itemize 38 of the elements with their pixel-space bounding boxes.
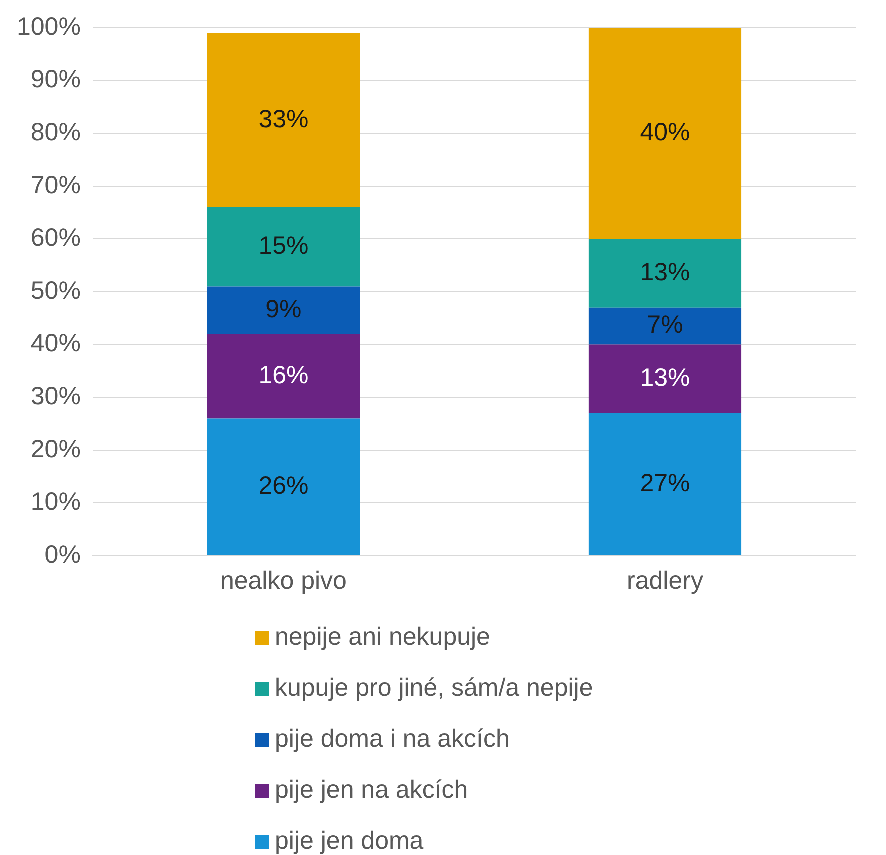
x-tick-label: nealko pivo [220, 566, 347, 595]
bar [588, 239, 742, 308]
bar [207, 286, 360, 334]
y-tick-label: 70% [30, 171, 81, 200]
y-tick-label: 40% [30, 330, 81, 358]
y-tick-label: 60% [30, 224, 81, 252]
bar [207, 208, 360, 287]
y-tick-label: 10% [30, 488, 81, 516]
bar [588, 413, 742, 556]
y-tick-label: 20% [30, 435, 81, 464]
data-label: 16% [258, 361, 309, 390]
bar [588, 28, 742, 240]
bar [588, 344, 742, 414]
legend-label: pije jen doma [275, 827, 424, 855]
data-label: 33% [258, 105, 309, 134]
data-label: 15% [258, 232, 309, 260]
y-tick-label: 80% [30, 118, 81, 146]
data-label: 13% [640, 258, 690, 286]
y-tick-label: 50% [30, 276, 81, 305]
y-tick-label: 100% [16, 12, 81, 41]
bar [207, 33, 360, 208]
data-label: 7% [647, 311, 684, 340]
bar [588, 308, 742, 345]
bar [207, 418, 360, 556]
legend-label: kupuje pro jiné, sám/a nepije [275, 674, 594, 703]
bar [207, 334, 360, 419]
legend-label: pije doma i na akcích [275, 725, 510, 754]
y-tick-label: 90% [30, 66, 81, 94]
legend-label: nepije ani nekupuje [275, 623, 490, 652]
data-label: 40% [640, 118, 690, 146]
x-tick-label: radlery [627, 566, 704, 595]
legend-label: pije jen na akcích [275, 776, 468, 805]
data-label: 13% [640, 364, 690, 392]
data-label: 9% [266, 295, 302, 324]
y-tick-label: 0% [44, 540, 81, 569]
data-label: 26% [258, 472, 309, 500]
y-tick-label: 30% [30, 382, 81, 410]
data-label: 27% [640, 469, 690, 498]
